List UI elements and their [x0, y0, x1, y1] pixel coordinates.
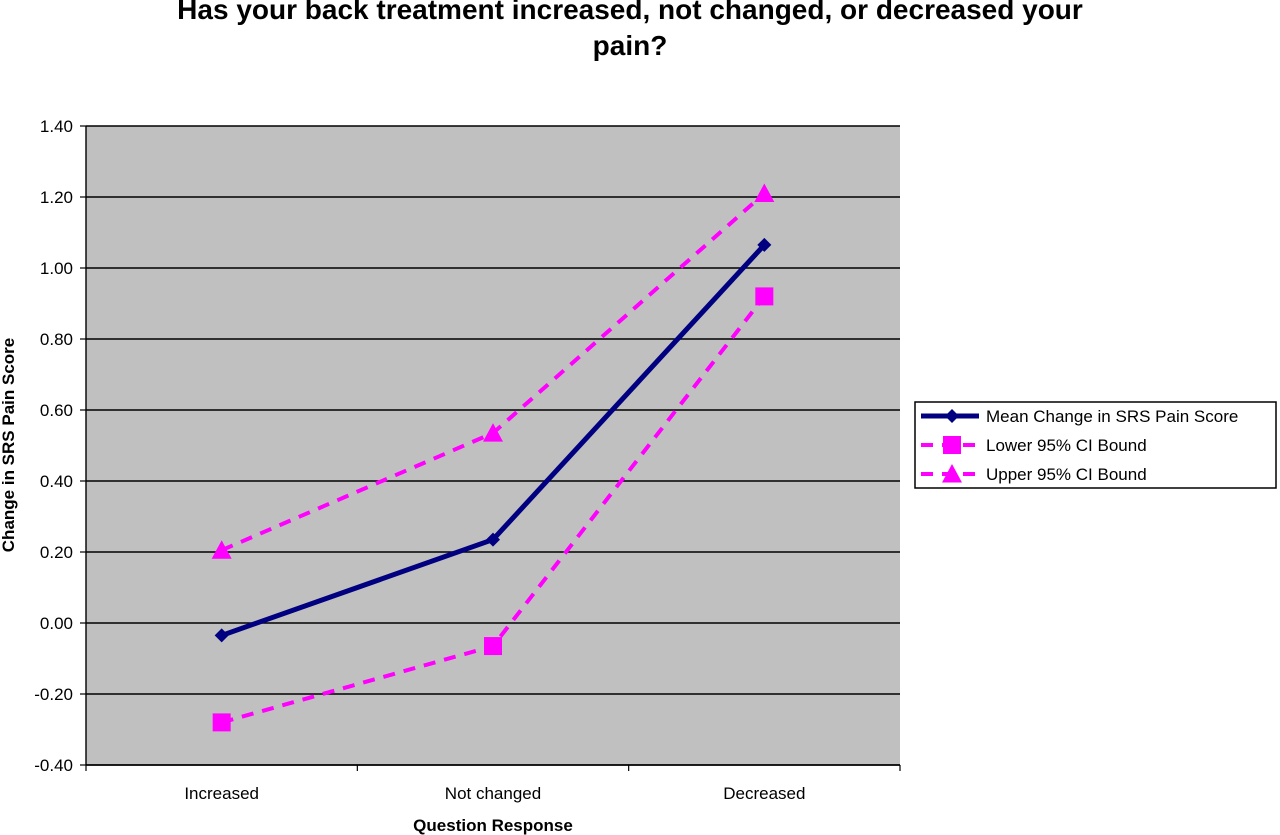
- plot-area: [86, 126, 900, 765]
- legend-marker-2: [943, 436, 961, 454]
- legend: Mean Change in SRS Pain Score Lower 95% C…: [914, 401, 1277, 489]
- y-tick-label: 1.00: [40, 259, 73, 278]
- y-tick-label: -0.20: [34, 685, 73, 704]
- y-tick-label: -0.40: [34, 756, 73, 775]
- y-tick-label: 1.40: [40, 117, 73, 136]
- y-tick-label: 1.20: [40, 188, 73, 207]
- data-point-3: [754, 183, 775, 202]
- data-point-1: [214, 628, 229, 643]
- x-axis-title: Question Response: [413, 816, 573, 835]
- data-point-3: [211, 540, 232, 559]
- x-tick-label: Decreased: [723, 784, 805, 803]
- x-tick-label: Not changed: [445, 784, 541, 803]
- x-tick-label: Increased: [184, 784, 259, 803]
- axes: -0.40 -0.20 0.00 0.20 0.40 0.60 0.80 1.00 1.20 1.…: [34, 117, 901, 803]
- data-point-2: [212, 713, 231, 732]
- chart-title: Has your back treatment increased, not c…: [177, 0, 1083, 61]
- data-point-2: [755, 287, 774, 306]
- legend-label-3: Upper 95% CI Bound: [986, 465, 1147, 484]
- legend-label-2: Lower 95% CI Bound: [986, 436, 1147, 455]
- y-tick-label: 0.20: [40, 543, 73, 562]
- legend-marker-3: [942, 464, 962, 483]
- data-point-3: [483, 423, 503, 442]
- y-tick-label: 0.40: [40, 472, 73, 491]
- y-tick-label: 0.60: [40, 401, 73, 420]
- data-point-2: [484, 637, 502, 656]
- legend-label-1: Mean Change in SRS Pain Score: [986, 407, 1238, 426]
- legend-marker-1: [945, 409, 959, 423]
- y-axis-title: Change in SRS Pain Score: [0, 338, 18, 552]
- y-tick-label: 0.80: [40, 330, 73, 349]
- series-markers: [211, 183, 775, 732]
- y-tick-label: 0.00: [40, 614, 73, 633]
- data-point-1: [486, 532, 500, 547]
- data-point-1: [757, 237, 772, 252]
